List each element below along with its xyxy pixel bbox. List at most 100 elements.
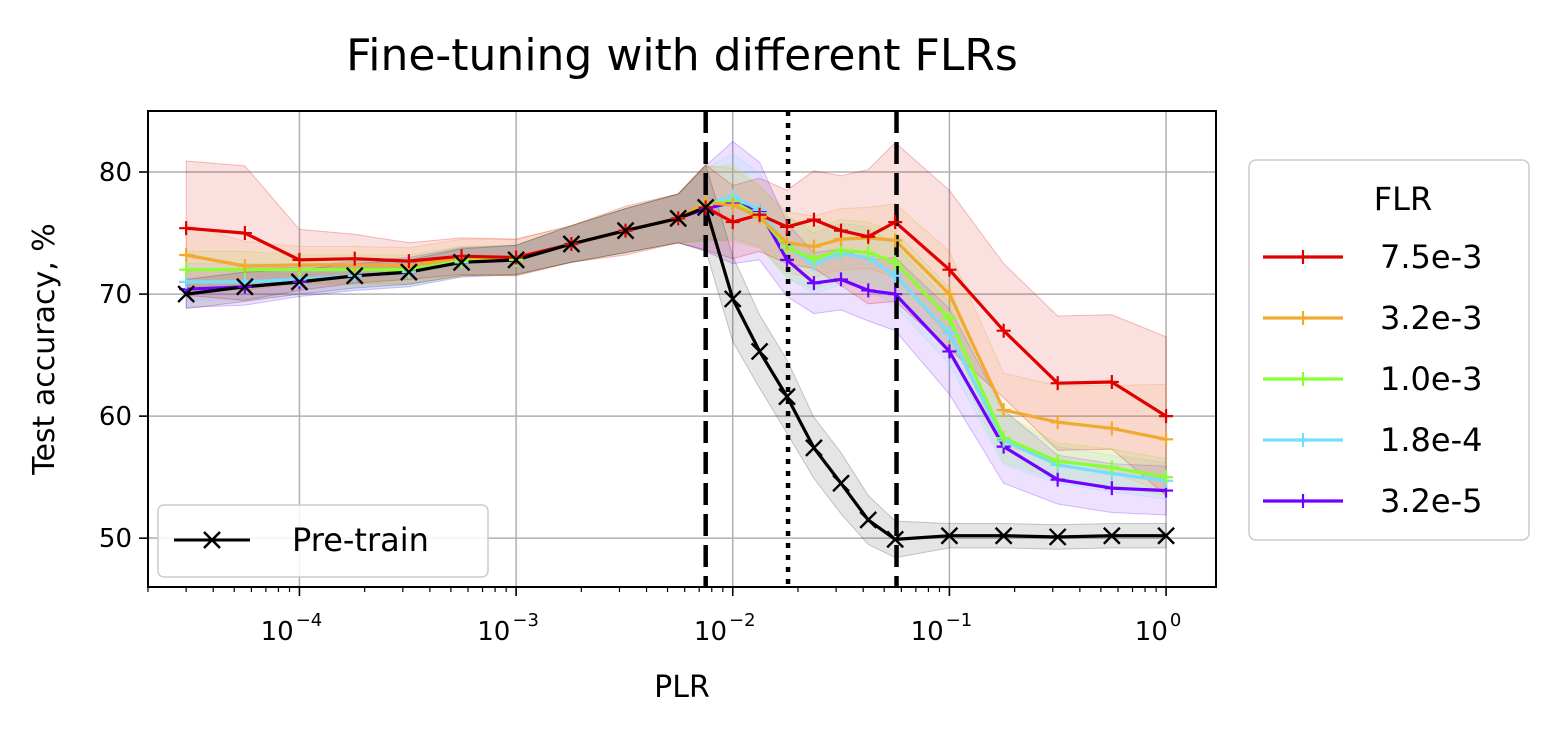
flr-legend-title: FLR [1374, 180, 1432, 218]
plot-frame [147, 110, 1217, 588]
legend-marker-1.8e-4 [1296, 433, 1310, 447]
x-tick-exponent: −4 [296, 610, 323, 631]
point-3.2e-3 [1159, 432, 1174, 447]
point-7.5e-3 [725, 215, 740, 230]
point-3.2e-3 [237, 259, 252, 274]
point-7.5e-3 [1159, 409, 1174, 424]
x-tick-exponent: 0 [1170, 610, 1181, 631]
point-pretrain [452, 253, 471, 272]
point-pretrain [805, 439, 823, 457]
x-tick-exponent: −1 [946, 610, 973, 631]
point-pretrain [723, 290, 742, 308]
point-1.0e-3 [942, 311, 957, 326]
point-3.2e-5 [780, 252, 795, 267]
y-tick-label: 60 [99, 402, 132, 432]
pretrain-legend: Pre-train [157, 504, 489, 578]
flr-legend-box [1248, 159, 1530, 541]
legend-label-3.2e-5: 3.2e-5 [1380, 482, 1482, 520]
point-pretrain [616, 221, 635, 240]
point-1.0e-3 [1159, 470, 1174, 485]
point-3.2e-5 [1050, 472, 1065, 487]
point-3.2e-5 [861, 283, 876, 298]
legend-label-1.0e-3: 1.0e-3 [1380, 360, 1482, 398]
point-3.2e-5 [888, 287, 903, 302]
point-7.5e-3 [347, 251, 362, 266]
point-7.5e-3 [401, 254, 416, 269]
point-7.5e-3 [1050, 376, 1065, 391]
point-pretrain [562, 235, 581, 253]
point-7.5e-3 [888, 215, 903, 230]
point-7.5e-3 [1104, 374, 1119, 389]
x-tick-exponent: −2 [729, 610, 756, 631]
legend-marker-3.2e-3 [1296, 311, 1310, 325]
point-7.5e-3 [237, 226, 252, 241]
point-7.5e-3 [806, 212, 821, 227]
point-1.0e-3 [861, 245, 876, 260]
series-markers [177, 189, 1175, 549]
legend-marker-1.0e-3 [1296, 372, 1310, 386]
point-3.2e-3 [780, 235, 795, 250]
point-pretrain [236, 277, 254, 296]
point-7.5e-3 [179, 221, 194, 236]
x-tick-label: 10 −3 [477, 610, 539, 647]
point-pretrain [886, 530, 905, 549]
x-axis-ticks: 10 −4 10 −3 10 −2 10 −1 10 0 [147, 587, 1182, 647]
point-3.2e-3 [1050, 415, 1065, 430]
point-pretrain [859, 511, 878, 529]
point-1.0e-3 [1050, 454, 1065, 469]
reference-lines [703, 111, 899, 587]
point-pretrain [940, 526, 959, 545]
x-tick-label: 10 −1 [911, 610, 973, 647]
band-1.8e-4 [185, 153, 1167, 500]
point-7.5e-3 [780, 219, 795, 234]
y-tick-label: 70 [99, 280, 132, 310]
pretrain-legend-box [157, 504, 489, 578]
point-pretrain [400, 263, 418, 281]
x-tick-label: 10 −2 [694, 610, 756, 647]
point-3.2e-5 [1104, 481, 1119, 496]
point-pretrain [696, 198, 715, 217]
x-tick-label: 10 0 [1135, 610, 1182, 647]
point-7.5e-3 [752, 207, 767, 222]
point-3.2e-3 [942, 287, 957, 302]
point-3.2e-3 [806, 239, 821, 254]
chart-title: Fine-tuning with different FLRs [346, 30, 1018, 81]
point-pretrain [1048, 528, 1067, 546]
point-pretrain [832, 474, 850, 493]
y-axis-label: Test accuracy, % [27, 223, 62, 476]
point-pretrain [1157, 526, 1175, 545]
x-axis-label: PLR [654, 670, 710, 705]
flr-legend-entries: 7.5e-3 3.2e-3 1.0e-3 1.8e-4 3.2e-5 [1263, 238, 1482, 520]
pretrain-legend-marker [203, 531, 221, 549]
point-pretrain [669, 209, 688, 228]
point-pretrain [994, 526, 1013, 545]
point-1.8e-4 [179, 274, 194, 289]
point-3.2e-3 [888, 233, 903, 248]
legend-label-1.8e-4: 1.8e-4 [1380, 421, 1482, 459]
flr-legend: FLR 7.5e-3 3.2e-3 1.0e-3 1.8e-4 3.2e-5 [1248, 159, 1530, 541]
std-bands [185, 140, 1167, 559]
y-tick-label: 50 [99, 524, 132, 554]
point-1.0e-3 [806, 251, 821, 266]
point-7.5e-3 [861, 229, 876, 244]
point-pretrain [1103, 526, 1121, 545]
legend-marker-3.2e-5 [1296, 494, 1310, 508]
point-3.2e-3 [996, 403, 1011, 418]
point-3.2e-3 [1104, 421, 1119, 436]
point-pretrain [507, 251, 525, 269]
point-1.0e-3 [1104, 460, 1119, 475]
point-1.8e-4 [888, 268, 903, 283]
point-7.5e-3 [834, 223, 849, 238]
point-pretrain [778, 387, 796, 406]
point-1.0e-3 [179, 262, 194, 277]
legend-label-7.5e-3: 7.5e-3 [1380, 238, 1482, 276]
point-pretrain [290, 273, 309, 291]
point-7.5e-3 [942, 262, 957, 277]
point-1.0e-3 [996, 431, 1011, 446]
y-axis-ticks: 50 60 70 80 [99, 158, 148, 554]
point-pretrain [750, 342, 769, 361]
point-pretrain [177, 285, 196, 303]
y-tick-label: 80 [99, 158, 132, 188]
point-3.2e-5 [806, 276, 821, 291]
